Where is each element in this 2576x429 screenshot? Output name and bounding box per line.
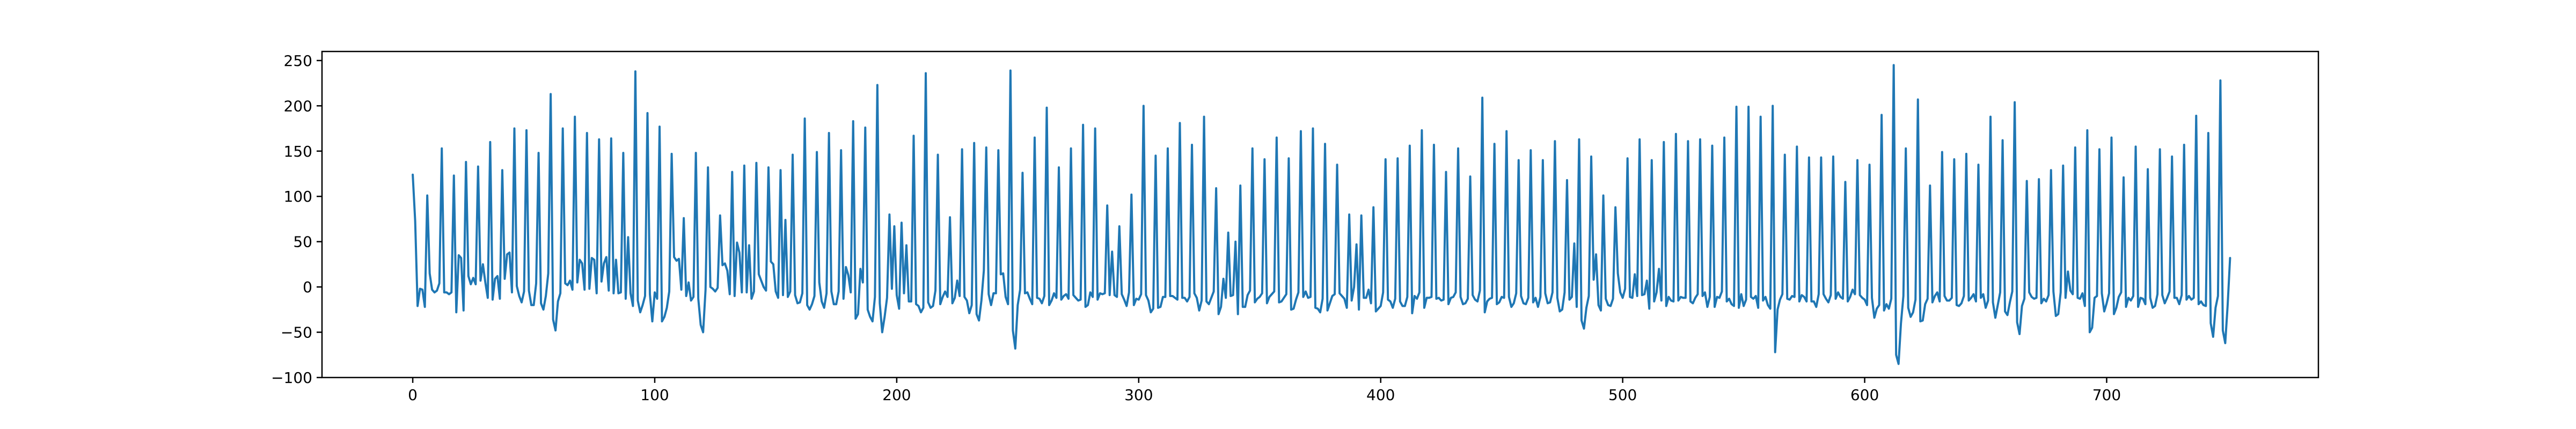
x-tick-label: 100	[640, 386, 669, 404]
y-tick-label: 100	[284, 188, 312, 205]
x-tick-label: 500	[1608, 386, 1637, 404]
x-tick-label: 700	[2092, 386, 2121, 404]
x-tick-label: 400	[1366, 386, 1395, 404]
x-tick-label: 300	[1124, 386, 1153, 404]
y-tick-label: 50	[293, 233, 312, 251]
x-tick-label: 0	[408, 386, 418, 404]
series-line-0	[412, 64, 2231, 365]
y-tick-label: 250	[284, 52, 312, 70]
x-tick-label: 600	[1850, 386, 1879, 404]
axes: 0 100 200 300 400 500 600 700 −100 −50 0 50 100 150 20…	[271, 50, 2319, 404]
y-tick-label: −100	[271, 369, 312, 387]
axes-frame	[321, 50, 2319, 379]
y-tick-label: 0	[303, 278, 312, 296]
plot-area	[412, 64, 2231, 365]
y-tick-label: 150	[284, 143, 312, 160]
y-tick-label: −50	[281, 324, 312, 342]
x-tick-label: 200	[882, 386, 911, 404]
y-tick-label: 200	[284, 97, 312, 115]
